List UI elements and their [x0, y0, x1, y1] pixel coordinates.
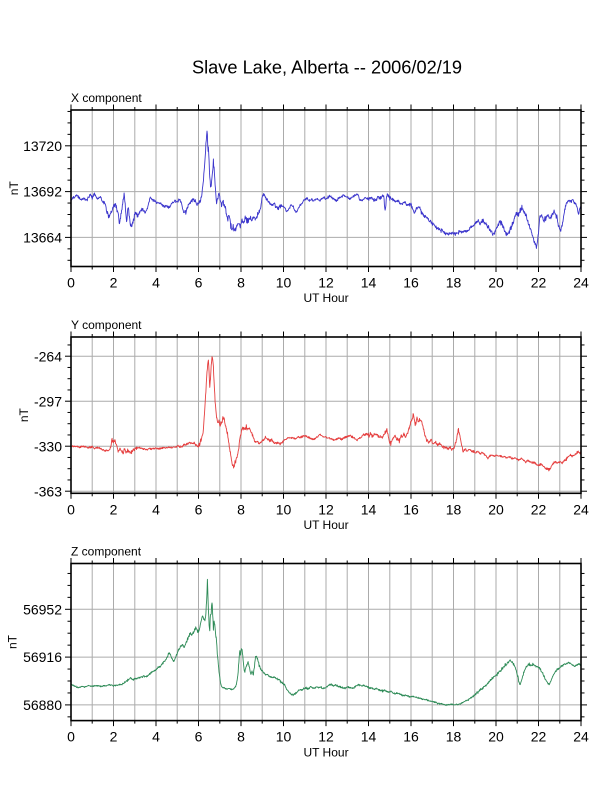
svg-text:12: 12: [318, 729, 334, 745]
svg-text:24: 24: [573, 501, 589, 517]
svg-text:0: 0: [67, 729, 75, 745]
svg-text:8: 8: [237, 275, 245, 291]
svg-text:13692: 13692: [23, 184, 62, 200]
svg-text:18: 18: [446, 729, 462, 745]
svg-text:8: 8: [237, 501, 245, 517]
svg-text:20: 20: [488, 501, 504, 517]
svg-text:6: 6: [195, 275, 203, 291]
svg-text:-363: -363: [34, 483, 62, 499]
svg-text:4: 4: [152, 729, 160, 745]
svg-text:2: 2: [110, 729, 118, 745]
svg-text:6: 6: [195, 501, 203, 517]
svg-text:13720: 13720: [23, 138, 62, 154]
svg-text:-297: -297: [34, 393, 62, 409]
svg-text:12: 12: [318, 275, 334, 291]
svg-text:56880: 56880: [23, 697, 62, 713]
svg-text:18: 18: [446, 501, 462, 517]
svg-text:16: 16: [403, 501, 419, 517]
svg-text:12: 12: [318, 501, 334, 517]
svg-text:6: 6: [195, 729, 203, 745]
svg-text:22: 22: [531, 729, 547, 745]
svg-text:0: 0: [67, 501, 75, 517]
svg-text:22: 22: [531, 275, 547, 291]
svg-text:24: 24: [573, 729, 589, 745]
svg-text:56952: 56952: [23, 601, 62, 617]
svg-text:10: 10: [276, 275, 292, 291]
svg-text:22: 22: [531, 501, 547, 517]
svg-text:56916: 56916: [23, 649, 62, 665]
svg-text:nT: nT: [7, 181, 21, 196]
svg-text:Slave Lake, Alberta -- 2006/02: Slave Lake, Alberta -- 2006/02/19: [192, 58, 462, 78]
svg-text:20: 20: [488, 275, 504, 291]
svg-text:14: 14: [361, 275, 377, 291]
svg-text:0: 0: [67, 275, 75, 291]
svg-text:Y component: Y component: [71, 318, 142, 332]
svg-text:Z component: Z component: [71, 544, 142, 558]
svg-text:X component: X component: [71, 91, 142, 105]
svg-text:20: 20: [488, 729, 504, 745]
svg-text:UT Hour: UT Hour: [303, 291, 348, 305]
svg-text:10: 10: [276, 729, 292, 745]
svg-text:24: 24: [573, 275, 589, 291]
svg-text:14: 14: [361, 729, 377, 745]
svg-text:16: 16: [403, 275, 419, 291]
svg-text:UT Hour: UT Hour: [303, 518, 348, 532]
svg-text:-264: -264: [34, 348, 62, 364]
svg-text:2: 2: [110, 275, 118, 291]
svg-text:18: 18: [446, 275, 462, 291]
svg-text:nT: nT: [17, 407, 31, 422]
svg-text:-330: -330: [34, 438, 62, 454]
svg-text:16: 16: [403, 729, 419, 745]
svg-text:8: 8: [237, 729, 245, 745]
svg-text:10: 10: [276, 501, 292, 517]
svg-text:2: 2: [110, 501, 118, 517]
svg-text:nT: nT: [6, 634, 20, 649]
svg-text:4: 4: [152, 501, 160, 517]
svg-text:4: 4: [152, 275, 160, 291]
svg-text:UT Hour: UT Hour: [303, 745, 348, 759]
svg-text:14: 14: [361, 501, 377, 517]
svg-text:13664: 13664: [23, 230, 62, 246]
